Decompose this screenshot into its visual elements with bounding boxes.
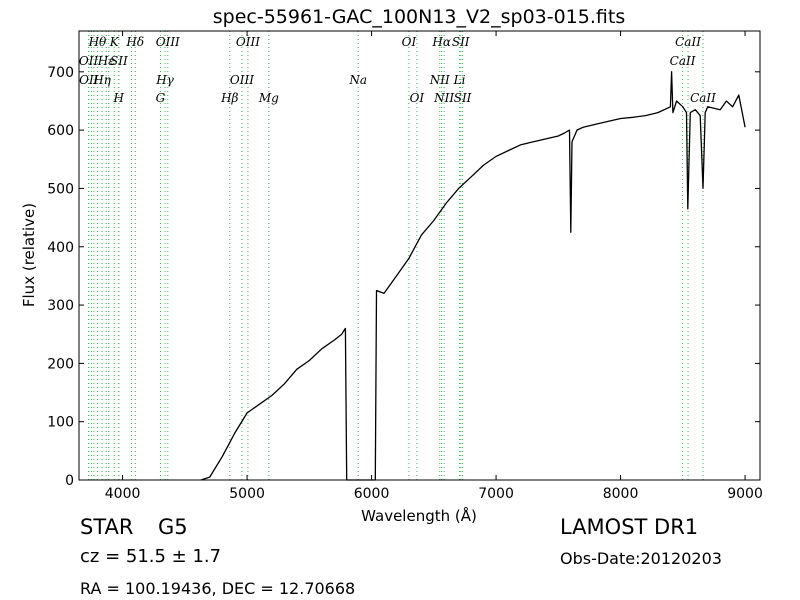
line-label: OII [79, 54, 99, 68]
line-label: NII [429, 73, 450, 87]
x-tick-label: 4000 [105, 486, 141, 502]
line-label: NII [433, 91, 454, 105]
line-label: SII [452, 35, 470, 49]
observation-date: Obs-Date:20120203 [560, 549, 722, 568]
spectrum-line [200, 71, 746, 481]
spectrum-series [200, 71, 746, 481]
y-tick-label: 0 [65, 473, 74, 489]
line-label: Hα [431, 35, 451, 49]
line-label: Hθ [88, 35, 107, 49]
line-labels: OII OII Hθ Hη Hε K H SII Hδ G Hγ OIII Hβ OIII OIII Mg Na… [79, 35, 716, 105]
y-tick-label: 400 [47, 240, 74, 256]
line-label: CaII [675, 35, 701, 49]
y-tick-label: 200 [47, 356, 74, 372]
y-axis: 0 100 200 300 400 500 600 700 [47, 65, 760, 489]
y-tick-label: 600 [47, 123, 74, 139]
line-label: SII [110, 54, 128, 68]
x-axis: 4000 5000 6000 7000 8000 9000 [105, 31, 763, 502]
line-label: G [156, 91, 166, 105]
chart-title: spec-55961-GAC_100N13_V2_sp03-015.fits [213, 6, 625, 28]
y-axis-label: Flux (relative) [20, 203, 38, 307]
x-tick-label: 9000 [727, 486, 763, 502]
line-label: SII [454, 91, 472, 105]
y-tick-label: 700 [47, 65, 74, 81]
line-label: Hγ [155, 73, 174, 87]
survey-name: LAMOST DR1 [560, 515, 699, 539]
line-label: OI [410, 91, 425, 105]
line-label: CaII [690, 91, 716, 105]
coordinates: RA = 100.19436, DEC = 12.70668 [80, 579, 356, 598]
y-tick-label: 100 [47, 415, 74, 431]
x-tick-label: 7000 [478, 486, 514, 502]
object-class: STAR [80, 515, 134, 539]
plot-frame [78, 30, 761, 481]
x-tick-label: 5000 [229, 486, 265, 502]
line-label: CaII [670, 54, 696, 68]
line-label: OIII [156, 35, 180, 49]
line-label: OI [402, 35, 417, 49]
line-label: Hη [92, 73, 111, 87]
y-tick-label: 300 [47, 298, 74, 314]
line-label: Mg [258, 91, 279, 105]
line-label: Hε [97, 54, 115, 68]
x-tick-label: 6000 [354, 486, 390, 502]
line-label: H [112, 91, 124, 105]
line-label: Li [453, 73, 466, 87]
emission-line-markers [88, 31, 704, 480]
line-label: OII [79, 73, 99, 87]
x-axis-label: Wavelength (Å) [361, 506, 477, 525]
line-label: OIII [236, 35, 260, 49]
x-tick-label: 8000 [603, 486, 639, 502]
line-label: K [109, 35, 120, 49]
y-tick-label: 500 [47, 181, 74, 197]
line-label: Hδ [125, 35, 144, 49]
subclass: G5 [158, 515, 188, 539]
line-label: OIII [230, 73, 254, 87]
redshift-cz: cz = 51.5 ± 1.7 [80, 546, 222, 567]
line-label: Na [348, 73, 367, 87]
line-label: Hβ [220, 91, 238, 105]
